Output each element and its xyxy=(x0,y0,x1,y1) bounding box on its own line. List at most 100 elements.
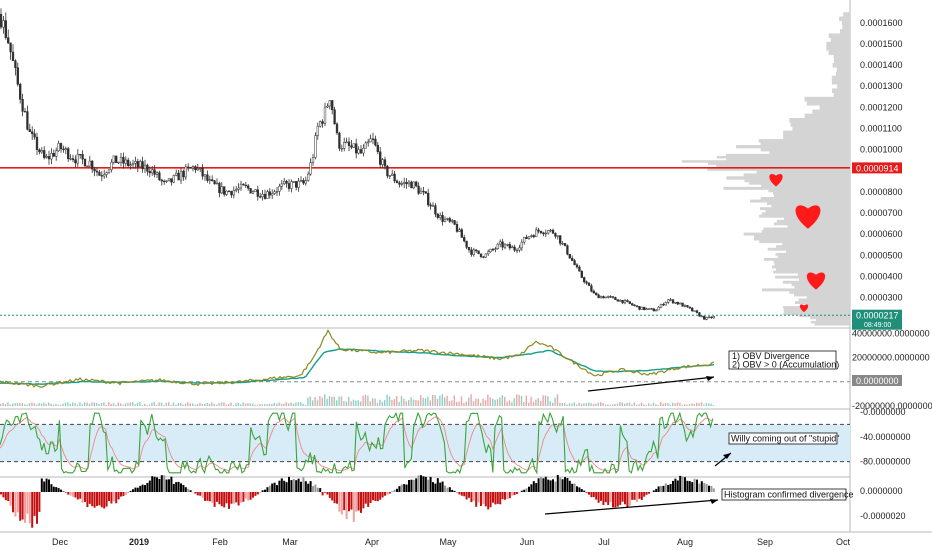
volume-bar xyxy=(189,403,191,406)
volume-bar xyxy=(62,403,64,406)
willy-line xyxy=(0,411,714,475)
histogram-bar-negative xyxy=(72,492,74,497)
histogram-bar-negative xyxy=(388,492,391,494)
volume-bar xyxy=(424,398,427,406)
histogram-bar-positive xyxy=(544,476,547,492)
histogram-bar-negative xyxy=(472,492,475,501)
candle-up xyxy=(297,180,300,188)
volume-bar xyxy=(652,402,655,406)
price-tick-8: 0.0000700 xyxy=(860,208,903,218)
histogram-bar-negative xyxy=(592,492,595,498)
heart-icon xyxy=(806,272,826,290)
volume-bar xyxy=(105,404,107,406)
histogram-bar-negative xyxy=(256,492,259,495)
histogram-bar-negative xyxy=(96,492,98,506)
histogram-bar-negative xyxy=(379,492,382,500)
histogram-bar-negative xyxy=(367,492,370,507)
histogram-bar-negative xyxy=(508,492,511,499)
histogram-bar-positive xyxy=(568,480,571,492)
candle-down xyxy=(585,281,588,284)
candle-down xyxy=(410,181,413,189)
histogram-bar-positive xyxy=(288,476,290,492)
histogram-bar-negative xyxy=(240,492,242,503)
histogram-bar-positive xyxy=(547,479,550,492)
volume-profile-bar xyxy=(804,113,850,119)
candle-down xyxy=(626,300,629,302)
histogram-bar-positive xyxy=(453,490,456,492)
candle-up xyxy=(139,161,142,168)
histogram-bar-positive xyxy=(268,485,271,492)
histogram-bar-negative xyxy=(372,492,374,501)
candle-down xyxy=(470,249,473,255)
volume-profile-bar xyxy=(816,318,850,322)
volume-bar xyxy=(516,394,518,406)
volume-bar xyxy=(398,401,400,406)
volume-bar xyxy=(72,402,74,406)
histogram-bar-positive xyxy=(312,486,314,492)
volume-profile-bar xyxy=(837,84,850,89)
histogram-bar-negative xyxy=(350,492,353,510)
histogram-bar-positive xyxy=(396,488,398,492)
candle-up xyxy=(86,165,89,168)
obv-arrow-head xyxy=(706,376,714,381)
candle-up xyxy=(561,243,564,245)
candle-down xyxy=(621,300,624,304)
histogram-bar-positive xyxy=(146,483,149,492)
histogram-bar-negative xyxy=(247,492,250,501)
histogram-bar-positive xyxy=(52,486,55,492)
volume-bar xyxy=(691,403,693,406)
volume-bar xyxy=(648,403,650,406)
histogram-bar-positive xyxy=(141,484,144,492)
histogram-bar-positive xyxy=(180,483,182,492)
histogram-bar-negative xyxy=(465,492,468,500)
candle-down xyxy=(475,249,478,252)
volume-bar xyxy=(91,402,93,406)
candle-down xyxy=(571,257,574,261)
histogram-bar-positive xyxy=(698,483,701,492)
volume-bar xyxy=(276,403,278,406)
volume-bar xyxy=(324,394,326,406)
candle-down xyxy=(28,129,31,132)
volume-bar xyxy=(576,404,578,406)
time-label-4: Apr xyxy=(365,537,379,547)
volume-bar xyxy=(535,399,537,406)
volume-bar xyxy=(206,403,208,406)
volume-bar xyxy=(256,404,259,406)
histogram-bar-negative xyxy=(216,492,218,502)
histogram-bar-positive xyxy=(160,475,163,492)
candle-down xyxy=(501,241,504,248)
volume-bar xyxy=(396,396,398,406)
histogram-bar-positive xyxy=(292,479,295,492)
histogram-bar-negative xyxy=(597,492,600,503)
last-price-label: 0.0000217 xyxy=(856,311,899,321)
histogram-bar-positive xyxy=(441,481,444,492)
candle-up xyxy=(314,135,317,158)
histogram-bar-positive xyxy=(660,486,662,492)
histogram-bar-negative xyxy=(201,492,204,498)
volume-bar xyxy=(554,397,556,406)
volume-bar xyxy=(496,399,499,406)
histogram-bar-positive xyxy=(184,487,187,492)
candle-down xyxy=(26,111,29,130)
histogram-bar-positive xyxy=(552,479,554,492)
histogram-bar-positive xyxy=(400,484,403,492)
volume-bar xyxy=(530,396,532,406)
histogram-bar-positive xyxy=(172,483,175,492)
price-tick-1: 0.0001500 xyxy=(860,39,903,49)
candle-down xyxy=(398,182,401,185)
histogram-bar-positive xyxy=(566,478,569,492)
candle-down xyxy=(583,277,586,283)
candle-up xyxy=(352,143,355,148)
time-label-2: Feb xyxy=(212,537,228,547)
histogram-bar-negative xyxy=(336,492,338,504)
histogram-bar-negative xyxy=(477,492,480,503)
histogram-bar-negative xyxy=(463,492,466,497)
histogram-bar-negative xyxy=(91,492,94,507)
candle-down xyxy=(141,161,144,170)
histogram-bar-positive xyxy=(679,475,682,492)
candle-down xyxy=(374,138,377,146)
candle-down xyxy=(393,173,396,182)
volume-profile-bar xyxy=(843,12,850,17)
price-tick-3: 0.0001300 xyxy=(860,81,903,91)
volume-bar xyxy=(112,403,115,406)
